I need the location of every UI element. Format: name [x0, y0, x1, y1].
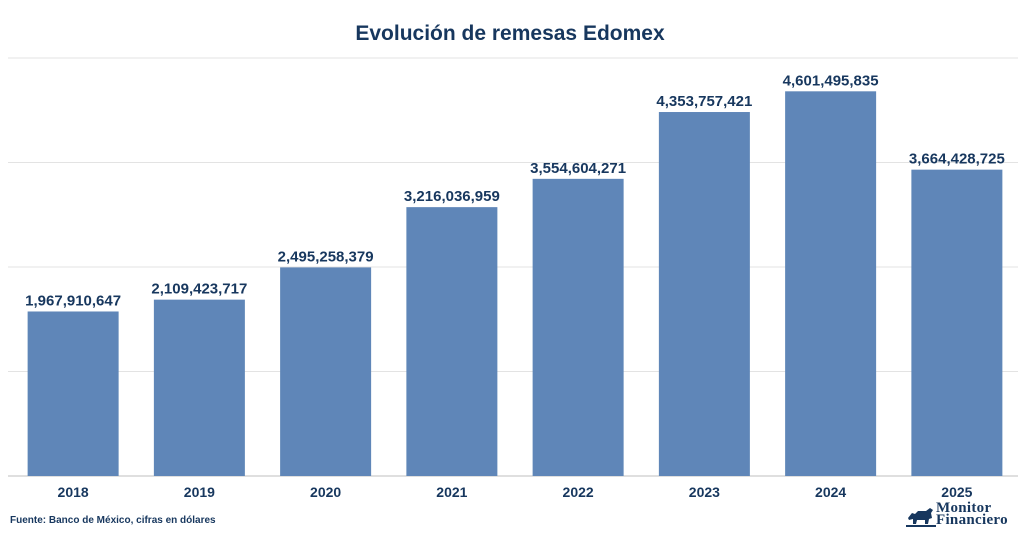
category-labels: 2018 2019 2020 2021 2022 2023 2024 2025 [58, 484, 973, 500]
value-label-2020: 2,495,258,379 [278, 248, 374, 265]
value-label-2024: 4,601,495,835 [783, 72, 879, 89]
category-label-2019: 2019 [184, 484, 215, 500]
category-label-2021: 2021 [436, 484, 467, 500]
value-labels: 1,967,910,647 2,109,423,717 2,495,258,379 3… [25, 72, 1005, 309]
bar-2023 [658, 112, 750, 476]
value-label-2023: 4,353,757,421 [656, 93, 752, 110]
category-label-2018: 2018 [58, 484, 89, 500]
chart-title: Evolución de remesas Edomex [355, 22, 665, 45]
monitor-financiero-logo: Monitor Financiero [906, 500, 1018, 530]
bars [27, 91, 1003, 477]
value-label-2021: 3,216,036,959 [404, 188, 500, 205]
bar-2024 [785, 91, 877, 477]
value-label-2025: 3,664,428,725 [909, 151, 1005, 168]
bar-2018 [27, 311, 119, 476]
value-label-2019: 2,109,423,717 [151, 281, 247, 298]
logo-wordmark: Monitor Financiero [936, 500, 1008, 528]
source-note: Fuente: Banco de México, cifras en dólar… [10, 515, 216, 526]
category-label-2020: 2020 [310, 484, 341, 500]
bar-2022 [532, 178, 624, 476]
category-label-2023: 2023 [689, 484, 720, 500]
value-label-2022: 3,554,604,271 [530, 160, 626, 177]
bull-icon [906, 508, 936, 527]
bar-2019 [153, 299, 245, 476]
bar-2020 [280, 267, 372, 476]
bar-2025 [911, 169, 1003, 477]
category-label-2025: 2025 [941, 484, 972, 500]
category-label-2024: 2024 [815, 484, 846, 500]
category-label-2022: 2022 [563, 484, 594, 500]
bar-2021 [406, 207, 498, 476]
value-label-2018: 1,967,910,647 [25, 292, 121, 309]
